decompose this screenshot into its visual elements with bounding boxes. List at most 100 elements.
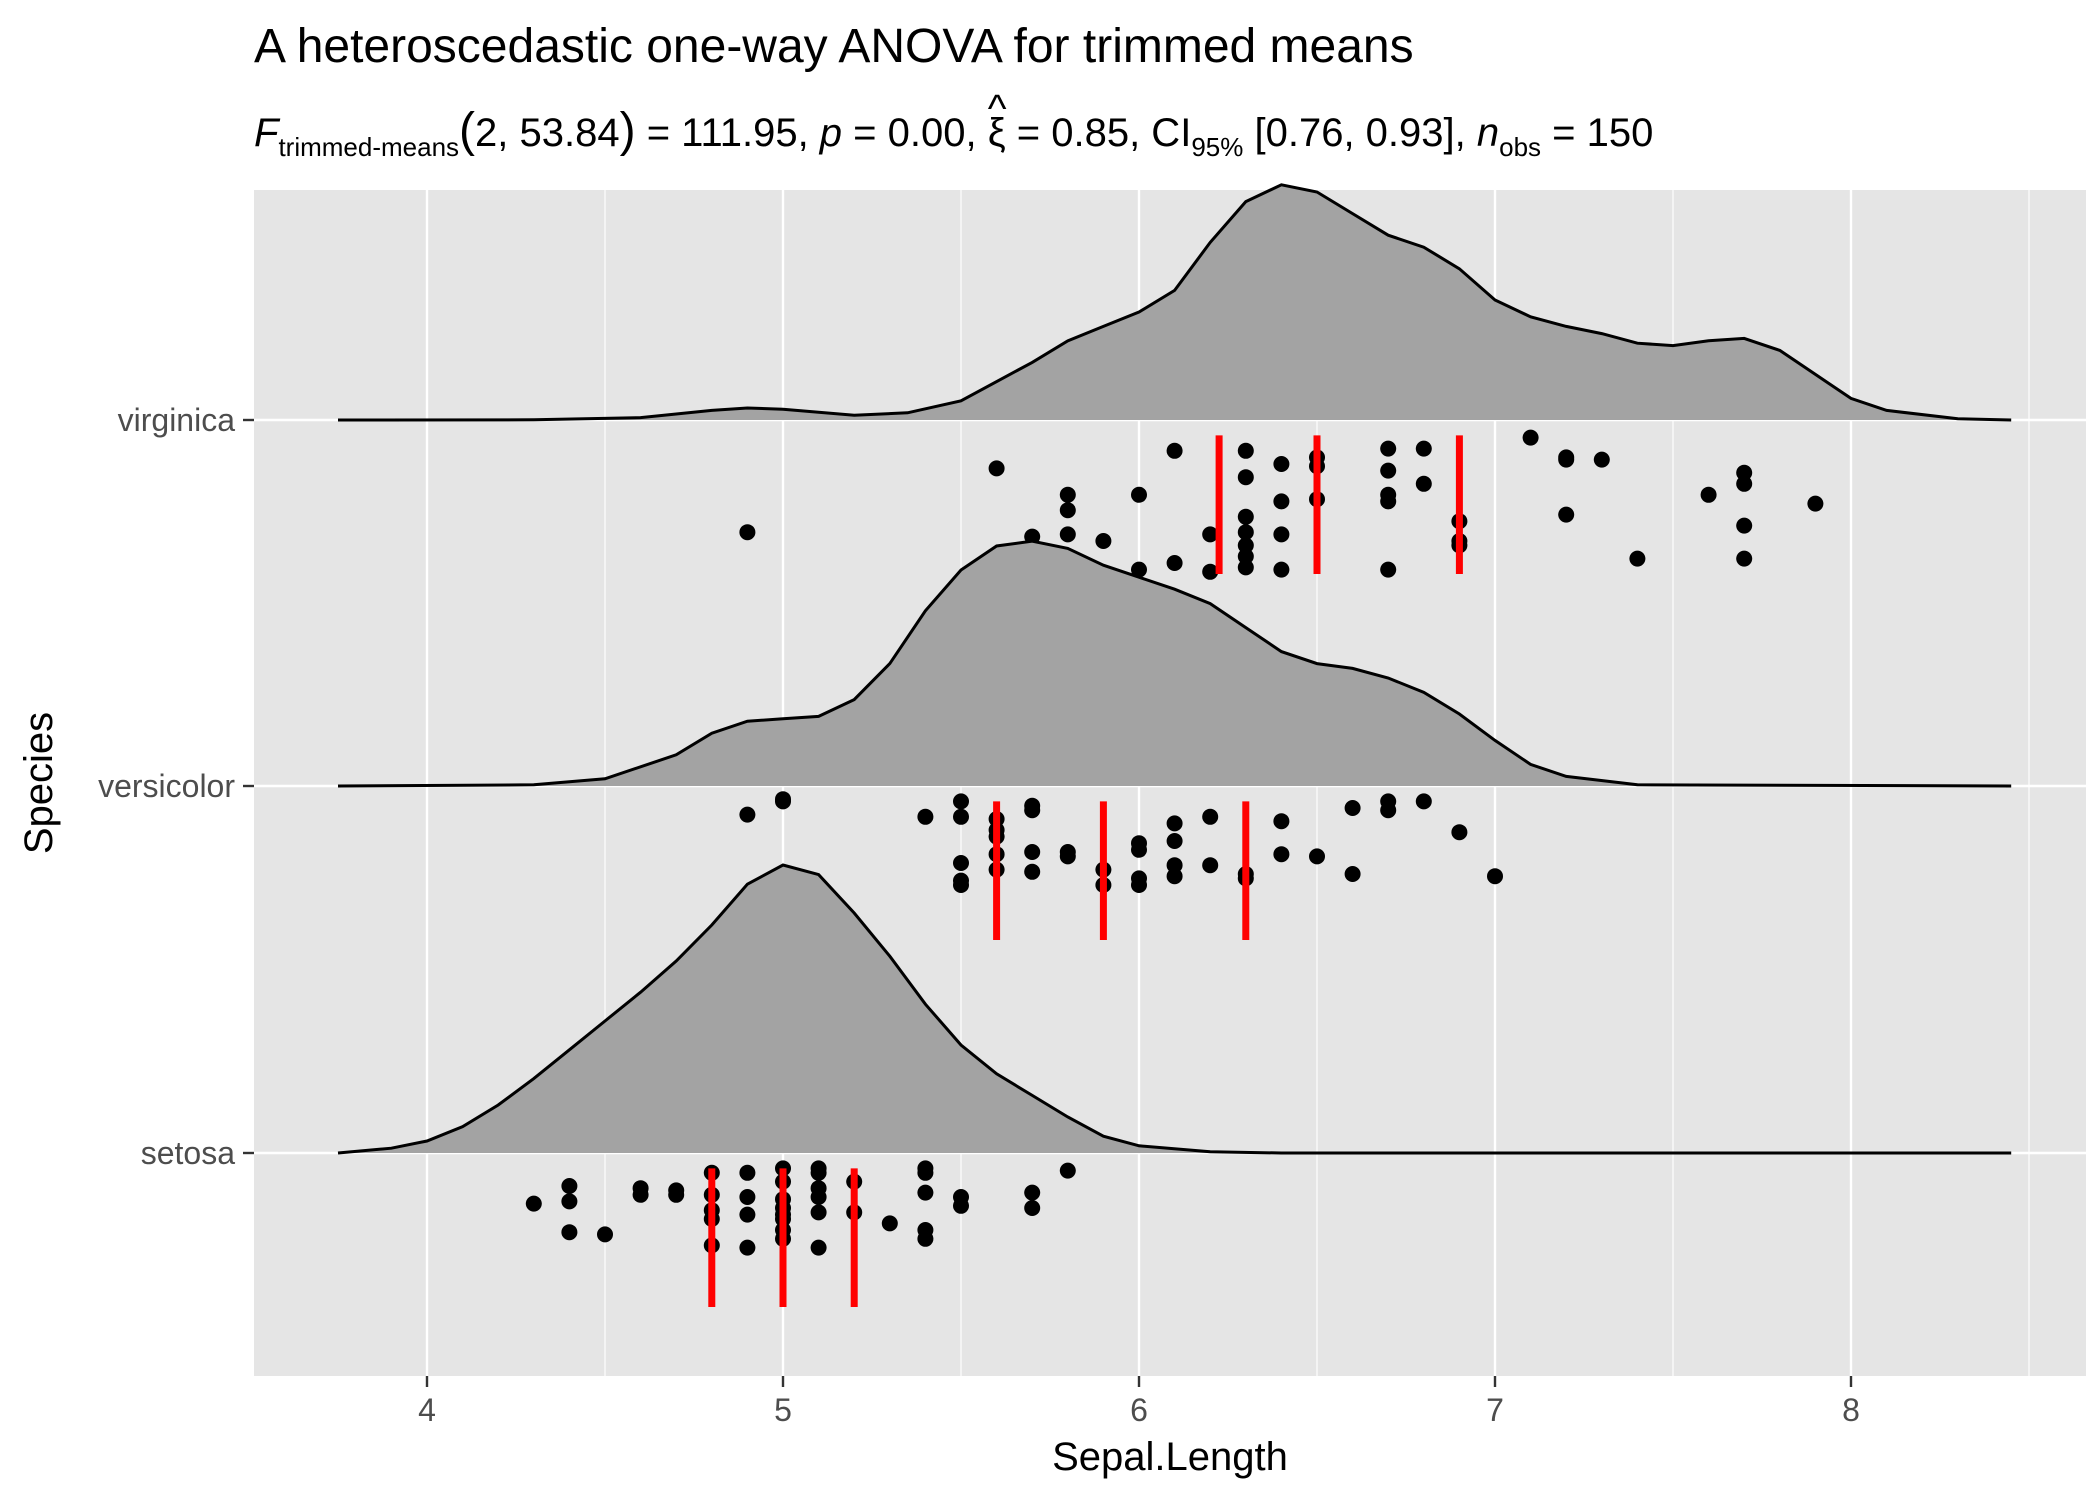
- data-point-virginica: [1380, 561, 1397, 578]
- data-point-virginica: [1273, 493, 1290, 510]
- data-point-virginica: [1415, 440, 1432, 457]
- group-virginica: [337, 183, 2012, 580]
- data-point-virginica: [1059, 486, 1076, 503]
- data-point-setosa: [917, 1230, 934, 1247]
- subtitle-xi-value: = 0.85, CI: [1006, 111, 1192, 155]
- data-point-versicolor: [1344, 866, 1361, 882]
- data-point-versicolor: [1131, 877, 1147, 893]
- data-point-setosa: [881, 1215, 898, 1232]
- data-point-setosa: [1024, 1184, 1041, 1201]
- data-point-versicolor: [1273, 846, 1290, 863]
- data-point-versicolor: [1415, 793, 1432, 810]
- data-point-virginica: [1059, 502, 1076, 519]
- data-point-versicolor: [775, 793, 791, 810]
- data-point-virginica: [1380, 440, 1397, 457]
- x-tick-label: 6: [1130, 1392, 1148, 1428]
- data-point-versicolor: [1166, 857, 1183, 874]
- data-point-virginica: [1522, 429, 1539, 446]
- subtitle-df-open: (: [459, 104, 475, 157]
- data-point-setosa: [525, 1195, 542, 1212]
- data-point-virginica: [1629, 550, 1646, 567]
- data-point-versicolor: [1059, 848, 1076, 865]
- y-tick-label-versicolor: versicolor: [98, 768, 235, 804]
- data-point-versicolor: [1380, 802, 1397, 819]
- data-point-setosa: [810, 1164, 827, 1181]
- y-axis-title: Species: [17, 712, 61, 854]
- subtitle-n-value: = 150: [1541, 111, 1653, 155]
- data-point-versicolor: [917, 808, 934, 825]
- density-fill-virginica: [338, 184, 2012, 420]
- data-point-virginica: [1736, 475, 1753, 492]
- data-point-setosa: [632, 1186, 649, 1203]
- data-point-versicolor: [1024, 802, 1041, 819]
- data-point-virginica: [1237, 508, 1254, 525]
- data-point-virginica: [1273, 456, 1290, 472]
- density-groups: [337, 183, 2012, 1307]
- data-point-setosa: [668, 1186, 685, 1203]
- group-versicolor: [337, 539, 2012, 940]
- data-point-versicolor: [1344, 800, 1361, 816]
- data-point-setosa: [739, 1206, 756, 1223]
- data-point-versicolor: [1166, 868, 1183, 885]
- data-point-setosa: [917, 1184, 934, 1201]
- data-point-virginica: [1736, 517, 1753, 534]
- data-point-virginica: [1131, 561, 1147, 578]
- data-point-setosa: [917, 1164, 934, 1181]
- data-point-setosa: [810, 1204, 827, 1221]
- data-point-virginica: [1237, 469, 1254, 486]
- subtitle-ci-value: [0.76, 0.93],: [1243, 111, 1477, 155]
- x-axis: 4 5 6 7 8: [418, 1376, 1860, 1428]
- subtitle-n: n: [1477, 111, 1499, 155]
- x-axis-title: Sepal.Length: [1052, 1435, 1288, 1479]
- data-point-virginica: [1237, 524, 1254, 541]
- data-point-virginica: [1202, 563, 1219, 580]
- data-point-virginica: [1558, 449, 1575, 466]
- data-point-versicolor: [1309, 848, 1325, 865]
- data-point-virginica: [1736, 464, 1753, 481]
- subtitle-f-subscript: trimmed-means: [278, 132, 459, 162]
- data-point-virginica: [1380, 462, 1397, 479]
- data-point-versicolor: [1166, 815, 1183, 832]
- data-point-setosa: [597, 1226, 613, 1243]
- data-point-versicolor: [739, 806, 756, 823]
- data-point-setosa: [810, 1239, 827, 1256]
- density-curve-setosa: [337, 863, 2012, 1155]
- data-point-versicolor: [1487, 868, 1503, 885]
- data-point-versicolor: [953, 808, 969, 825]
- subtitle-xi-hat: ^: [988, 87, 1007, 131]
- data-point-virginica: [1202, 526, 1219, 543]
- data-point-virginica: [988, 460, 1005, 477]
- subtitle-p-value: = 0.00,: [842, 111, 988, 155]
- subtitle-df: 2, 53.84: [475, 111, 620, 155]
- data-point-setosa: [953, 1197, 969, 1214]
- data-point-virginica: [1237, 559, 1254, 576]
- group-setosa: [337, 863, 2012, 1307]
- chart-subtitle: Ftrimmed-means(2, 53.84) = 111.95, p = 0…: [254, 104, 1653, 162]
- data-point-setosa: [561, 1193, 578, 1210]
- data-point-virginica: [1059, 526, 1076, 543]
- data-point-virginica: [1380, 493, 1397, 510]
- data-point-virginica: [1237, 548, 1254, 565]
- data-point-versicolor: [1202, 808, 1219, 825]
- data-point-versicolor: [1024, 844, 1041, 860]
- data-point-virginica: [1166, 442, 1183, 459]
- data-point-setosa: [739, 1239, 756, 1256]
- density-fill-setosa: [338, 865, 2012, 1153]
- data-point-versicolor: [1202, 857, 1219, 874]
- data-point-versicolor: [1451, 824, 1468, 841]
- y-axis: virginica versicolor setosa: [98, 402, 254, 1171]
- y-tick-label-virginica: virginica: [118, 402, 236, 438]
- subtitle-n-subscript: obs: [1499, 132, 1541, 162]
- data-point-versicolor: [1024, 863, 1041, 880]
- data-point-virginica: [1131, 486, 1147, 503]
- data-point-virginica: [1237, 442, 1254, 459]
- subtitle-p: p: [819, 111, 842, 155]
- data-point-versicolor: [953, 793, 969, 810]
- data-point-virginica: [1700, 486, 1717, 503]
- data-point-setosa: [1024, 1200, 1041, 1216]
- x-tick-label: 7: [1486, 1392, 1504, 1428]
- data-point-setosa: [739, 1189, 756, 1205]
- data-point-setosa: [561, 1224, 578, 1241]
